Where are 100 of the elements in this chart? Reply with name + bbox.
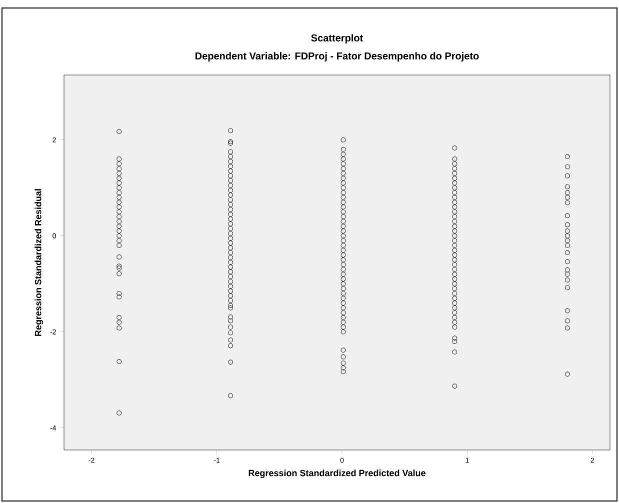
point xyxy=(116,161,122,166)
point xyxy=(228,274,234,280)
point xyxy=(340,233,346,238)
point xyxy=(228,230,234,236)
point xyxy=(340,354,346,360)
point xyxy=(228,302,234,308)
point xyxy=(116,194,122,200)
point xyxy=(340,296,346,301)
point xyxy=(564,200,570,206)
point xyxy=(228,216,234,222)
point xyxy=(452,276,458,282)
point xyxy=(452,190,458,196)
point xyxy=(564,272,570,277)
point xyxy=(340,176,346,181)
point xyxy=(452,257,458,262)
point xyxy=(564,372,570,377)
point xyxy=(228,264,234,270)
point xyxy=(228,188,234,193)
point xyxy=(116,218,122,224)
point xyxy=(228,149,234,154)
point xyxy=(564,228,570,234)
point xyxy=(228,206,234,212)
point xyxy=(452,238,458,244)
point xyxy=(564,285,570,290)
point xyxy=(340,185,346,190)
point xyxy=(340,248,346,253)
point xyxy=(452,166,458,172)
point xyxy=(228,288,234,294)
point xyxy=(228,240,234,246)
point xyxy=(340,262,346,268)
point xyxy=(116,176,122,181)
point xyxy=(452,161,458,166)
point xyxy=(228,260,234,265)
point xyxy=(228,182,234,188)
point xyxy=(340,180,346,186)
point xyxy=(116,166,122,172)
point xyxy=(340,200,346,205)
point xyxy=(340,204,346,210)
point xyxy=(116,264,122,269)
point xyxy=(452,233,458,238)
point xyxy=(116,326,122,331)
point xyxy=(228,338,234,343)
point xyxy=(564,184,570,190)
point xyxy=(228,393,234,398)
point xyxy=(116,129,122,134)
point xyxy=(340,156,346,162)
point xyxy=(564,238,570,244)
point xyxy=(340,329,346,334)
point xyxy=(116,294,122,300)
point xyxy=(228,293,234,298)
point xyxy=(340,170,346,176)
point xyxy=(452,180,458,186)
point xyxy=(116,320,122,325)
point xyxy=(452,176,458,181)
point xyxy=(564,222,570,228)
point xyxy=(564,213,570,218)
point xyxy=(340,218,346,224)
point xyxy=(452,281,458,286)
point xyxy=(340,137,346,142)
point xyxy=(452,350,458,355)
point xyxy=(228,314,234,320)
point xyxy=(340,166,346,172)
point xyxy=(340,266,346,272)
point xyxy=(340,214,346,220)
point xyxy=(564,190,570,196)
point xyxy=(564,267,570,272)
point xyxy=(228,226,234,232)
point xyxy=(452,214,458,220)
point xyxy=(116,185,122,190)
point xyxy=(116,233,122,238)
point xyxy=(340,286,346,292)
point xyxy=(452,320,458,325)
point xyxy=(340,276,346,282)
point xyxy=(340,228,346,234)
x-axis-title: Regression Standardized Predicted Value xyxy=(248,470,426,478)
point xyxy=(452,156,458,162)
point xyxy=(452,324,458,330)
point xyxy=(564,250,570,256)
point xyxy=(116,271,122,276)
point xyxy=(228,164,234,169)
point xyxy=(340,242,346,248)
point xyxy=(452,204,458,210)
point xyxy=(564,326,570,331)
point xyxy=(564,259,570,264)
point xyxy=(228,254,234,260)
point xyxy=(564,308,570,314)
point xyxy=(116,266,122,271)
point xyxy=(116,238,122,244)
point xyxy=(340,360,346,366)
point xyxy=(340,238,346,244)
point xyxy=(452,242,458,248)
point xyxy=(340,194,346,200)
point xyxy=(116,209,122,214)
point xyxy=(228,192,234,198)
point xyxy=(228,168,234,174)
point xyxy=(452,336,458,341)
point xyxy=(452,224,458,229)
point xyxy=(564,194,570,200)
point xyxy=(340,310,346,316)
point xyxy=(228,173,234,178)
